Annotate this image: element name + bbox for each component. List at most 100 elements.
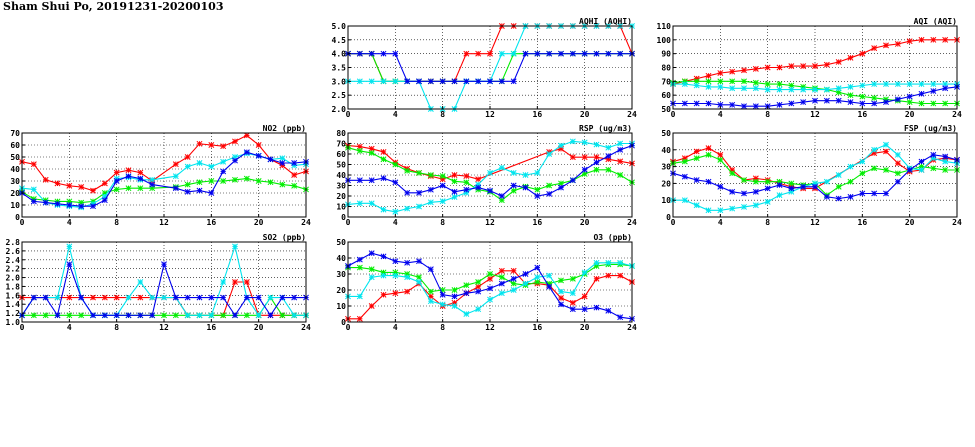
data-point-green xyxy=(510,280,517,287)
x-tick-label: 4 xyxy=(67,218,72,227)
data-point-cyan xyxy=(54,294,61,301)
data-point-green xyxy=(883,167,889,173)
data-point-blue xyxy=(125,173,132,180)
data-point-blue xyxy=(705,100,712,107)
x-tick-label: 4 xyxy=(67,323,72,332)
y-tick-label: 90 xyxy=(661,50,671,59)
data-point-red xyxy=(705,145,712,152)
data-point-red xyxy=(380,291,387,298)
data-point-red xyxy=(368,303,375,309)
data-point-red xyxy=(569,299,576,306)
data-point-blue xyxy=(54,200,61,207)
y-tick-label: 4.0 xyxy=(332,50,347,59)
x-tick-label: 0 xyxy=(20,323,25,332)
data-point-cyan xyxy=(487,296,493,303)
data-point-blue xyxy=(823,193,830,200)
data-point-green xyxy=(66,312,73,319)
data-point-cyan xyxy=(522,280,529,287)
data-point-blue xyxy=(522,184,529,191)
y-tick-label: 2.0 xyxy=(6,274,21,283)
x-tick-label: 12 xyxy=(485,218,495,227)
x-tick-label: 8 xyxy=(114,323,119,332)
data-point-blue xyxy=(847,193,854,200)
data-point-cyan xyxy=(404,205,411,212)
series-line-blue xyxy=(672,154,958,200)
data-point-blue xyxy=(392,258,399,265)
chart-title: O3 (ppb) xyxy=(593,233,632,242)
x-tick-label: 16 xyxy=(533,218,543,227)
data-point-cyan xyxy=(558,288,564,295)
y-tick-label: 2.8 xyxy=(6,238,21,247)
data-point-cyan xyxy=(125,294,132,301)
data-point-blue xyxy=(291,160,298,166)
x-tick-label: 4 xyxy=(393,323,398,332)
y-tick-label: 0 xyxy=(341,213,346,222)
data-point-blue xyxy=(788,100,795,107)
data-point-cyan xyxy=(451,303,458,309)
data-point-blue xyxy=(729,101,736,108)
y-tick-label: 0 xyxy=(666,213,671,222)
chart-so2: 0 4 8 12 16 20 24 1.01.21.41.61.82.02.22.42.62.… xyxy=(6,233,311,332)
y-tick-label: 30 xyxy=(336,270,346,279)
data-point-red xyxy=(942,36,949,43)
data-point-red xyxy=(291,172,298,178)
data-point-blue xyxy=(380,253,387,260)
x-tick-label: 4 xyxy=(718,218,723,227)
y-tick-label: 10 xyxy=(336,203,346,212)
data-point-blue xyxy=(741,190,747,197)
y-tick-label: 50 xyxy=(661,105,671,114)
y-tick-label: 30 xyxy=(10,177,20,186)
data-point-cyan xyxy=(894,81,901,88)
data-point-red xyxy=(404,288,411,295)
data-point-green xyxy=(717,156,724,163)
x-tick-label: 20 xyxy=(254,323,264,332)
x-tick-label: 12 xyxy=(485,323,495,332)
x-tick-label: 4 xyxy=(393,218,398,227)
data-point-green xyxy=(220,178,227,184)
data-point-blue xyxy=(255,294,262,301)
x-tick-label: 8 xyxy=(765,218,770,227)
data-point-blue xyxy=(487,187,493,194)
data-point-cyan xyxy=(368,78,375,85)
data-point-blue xyxy=(232,312,238,319)
data-point-blue xyxy=(427,186,434,193)
data-point-blue xyxy=(232,157,238,164)
data-point-green xyxy=(463,282,470,289)
y-tick-label: 50 xyxy=(336,238,346,247)
x-tick-label: 0 xyxy=(346,110,351,119)
x-tick-label: 12 xyxy=(159,323,169,332)
y-tick-label: 40 xyxy=(10,165,20,174)
data-point-green xyxy=(416,169,422,176)
data-point-cyan xyxy=(416,279,422,285)
data-point-red xyxy=(54,180,61,187)
x-tick-label: 8 xyxy=(440,218,445,227)
data-point-blue xyxy=(30,198,37,205)
data-point-cyan xyxy=(752,85,759,92)
data-point-blue xyxy=(220,168,227,175)
y-tick-label: 30 xyxy=(336,182,346,191)
data-point-blue xyxy=(729,188,736,195)
data-point-red xyxy=(823,61,830,68)
data-point-green xyxy=(279,312,286,319)
data-point-blue xyxy=(776,182,783,189)
data-point-red xyxy=(894,41,901,47)
data-point-cyan xyxy=(534,169,541,176)
data-point-blue xyxy=(101,197,108,204)
data-point-red xyxy=(741,67,747,74)
x-tick-label: 20 xyxy=(580,218,590,227)
data-point-red xyxy=(894,160,901,167)
data-point-cyan xyxy=(930,81,937,88)
data-point-cyan xyxy=(380,206,387,213)
y-tick-label: 50 xyxy=(661,129,671,138)
data-point-blue xyxy=(617,146,624,153)
data-point-red xyxy=(617,272,624,279)
data-point-cyan xyxy=(717,207,724,214)
x-tick-label: 12 xyxy=(485,110,495,119)
data-point-red xyxy=(232,279,238,285)
data-point-blue xyxy=(184,294,191,301)
data-point-cyan xyxy=(368,274,375,281)
data-point-blue xyxy=(776,101,783,108)
data-point-green xyxy=(368,149,375,156)
data-point-blue xyxy=(522,271,529,277)
